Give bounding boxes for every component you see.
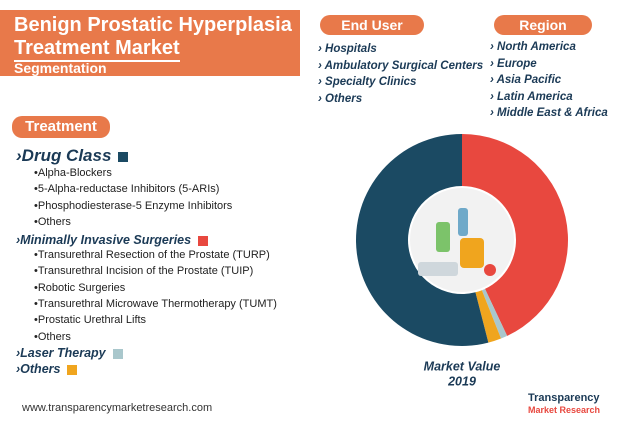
legend-entry-text: Others [20,362,61,376]
subtitle: Segmentation [14,60,107,76]
treatment-item: Robotic Surgeries [34,282,125,294]
legend-swatch [67,364,78,375]
region-item: Asia Pacific [490,74,562,86]
treatment-item: Alpha-Blockers [34,167,112,179]
pill-bottle [436,222,450,252]
region-item-text: Asia Pacific [496,74,562,86]
logo: Market Research [528,405,601,415]
region-item-text: Middle East & Africa [497,107,608,119]
donut-slice [475,290,502,343]
pill-bottle [458,208,468,236]
treatment-item-text: Others [37,330,71,343]
treatment-item-text: Transurethral Resection of the Prostate … [37,249,270,261]
pill [484,264,496,276]
legend-entry: Laser Therapy [16,346,123,360]
legend-swatch [118,151,129,162]
title: Treatment Market [14,37,180,62]
treatment-item-text: Transurethral Incision of the Prostate (… [37,265,254,278]
end-user-item-text: Ambulatory Surgical Centers [324,59,484,72]
donut-slice [356,134,489,347]
chart-subtitle: 2019 [447,374,476,388]
donut-slice [481,288,508,339]
treatment-item-text: Phosphodiesterase-5 Enzyme Inhibitors [37,199,233,212]
region-item-text: North America [497,41,576,53]
legend-entry-text: Drug Class [21,146,112,165]
chart-title: Market Value [424,359,501,373]
treatment-item: Others [34,216,71,228]
legend-entry: Drug Class [16,146,129,166]
legend-entry-text: Laser Therapy [20,346,106,360]
treatment-item: Phosphodiesterase-5 Enzyme Inhibitors [34,200,232,212]
legend-swatch [112,348,123,359]
treatment-item: Others [34,331,71,343]
end-user-item-text: Others [325,92,363,105]
treatment-item-text: Robotic Surgeries [37,281,126,294]
region-item-text: Europe [497,57,537,70]
header-box [0,10,300,76]
url: www.transparencymarketresearch.com [22,402,213,414]
end-user-item: Ambulatory Surgical Centers [318,60,483,72]
region-title: Region [494,15,592,35]
treatment-item: Transurethral Incision of the Prostate (… [34,265,253,277]
legend-entry: Minimally Invasive Surgeries [16,233,209,247]
treatment-item: Transurethral Resection of the Prostate … [34,249,270,261]
treatment-item: Transurethral Microwave Thermotherapy (T… [34,298,277,310]
treatment-item-text: Transurethral Microwave Thermotherapy (T… [37,297,277,310]
legend-swatch [198,235,209,246]
treatment-item: 5-Alpha-reductase Inhibitors (5-ARIs) [34,183,220,196]
treatment-item-text: Others [37,215,71,228]
donut-slice [462,134,568,336]
end-user-item: Others [318,93,362,105]
region-item: Middle East & Africa [490,107,608,119]
region-item-text: Latin America [497,90,573,103]
blister [418,262,458,276]
legend-entry-text: Minimally Invasive Surgeries [20,233,192,247]
title: Benign Prostatic Hyperplasia [14,14,292,36]
treatment-title: Treatment [12,116,110,138]
treatment-item-text: Alpha-Blockers [37,167,112,179]
logo: Transparency [528,392,600,404]
region-item: Europe [490,58,537,70]
legend-entry: Others [16,362,78,376]
region-item: North America [490,41,576,53]
treatment-item-text: Prostatic Urethral Lifts [37,314,147,327]
end-user-item: Hospitals [318,43,377,55]
treatment-item-text: 5-Alpha-reductase Inhibitors (5-ARIs) [37,183,220,196]
pill-bottle [460,238,484,268]
region-item: Latin America [490,91,573,103]
end-user-title: End User [320,15,424,35]
end-user-item-text: Hospitals [325,43,377,55]
treatment-item: Prostatic Urethral Lifts [34,314,146,326]
end-user-item: Specialty Clinics [318,76,416,88]
end-user-item-text: Specialty Clinics [325,76,417,88]
